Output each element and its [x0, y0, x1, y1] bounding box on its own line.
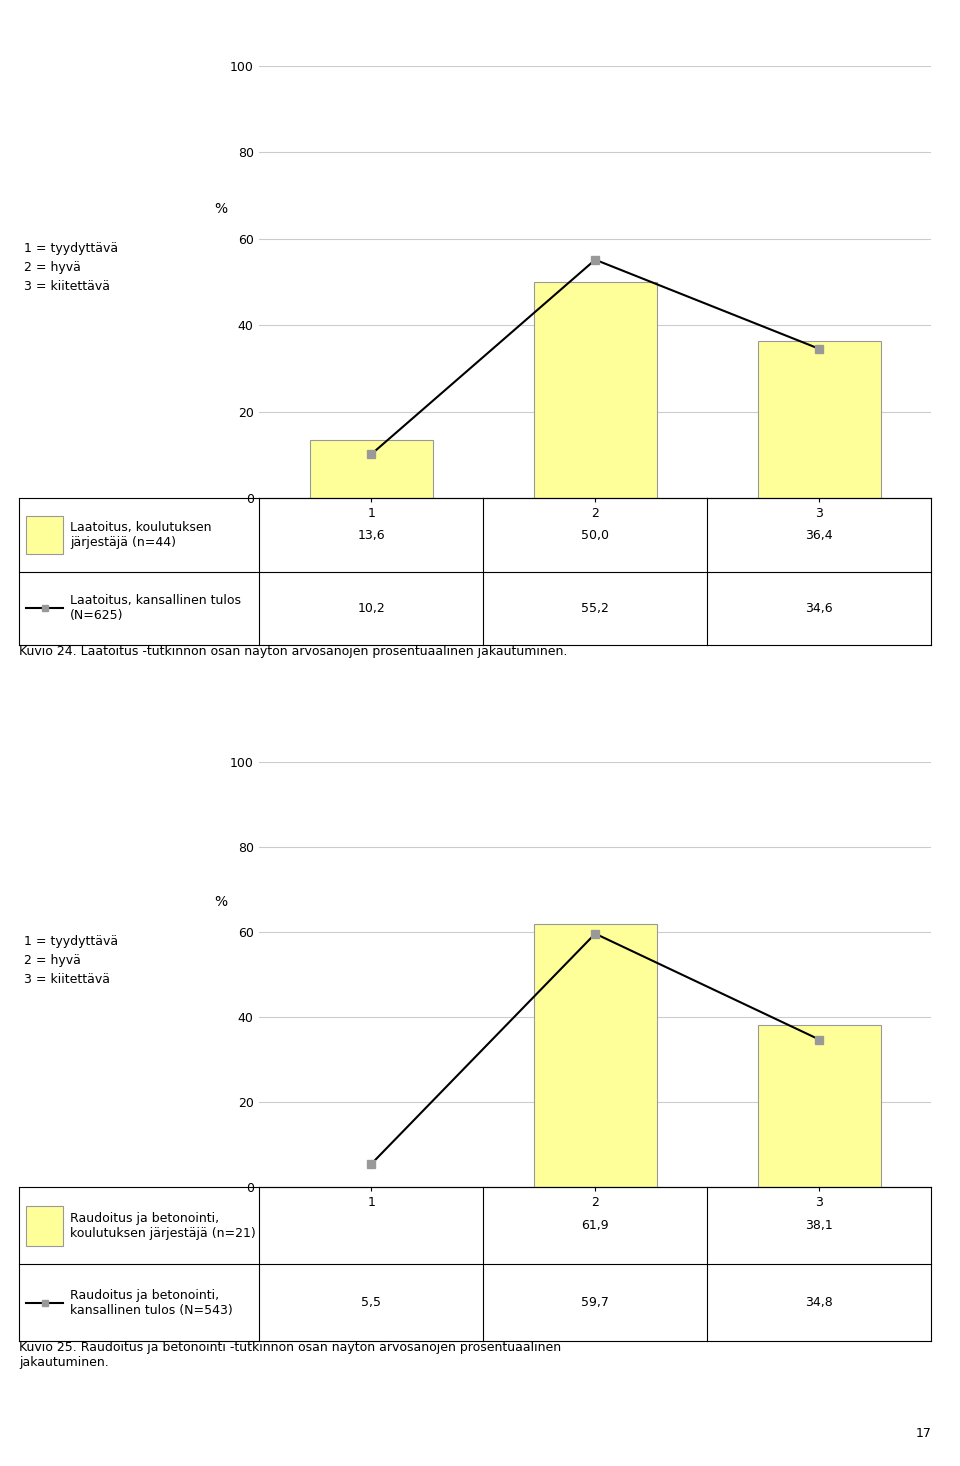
Text: Raudoitus ja betonointi,
kansallinen tulos (N=543): Raudoitus ja betonointi, kansallinen tul…: [70, 1289, 233, 1316]
Text: 17: 17: [915, 1426, 931, 1440]
Text: 10,2: 10,2: [357, 603, 385, 614]
Text: 36,4: 36,4: [805, 529, 833, 541]
Text: Kuvio 24. Laatoitus -tutkinnon osan näytön arvosanojen prosentuaalinen jakautumi: Kuvio 24. Laatoitus -tutkinnon osan näyt…: [19, 645, 567, 658]
Bar: [534, 924, 657, 1187]
Text: 38,1: 38,1: [805, 1220, 833, 1233]
Bar: [757, 1026, 880, 1187]
Text: Laatoitus, koulutuksen
järjestäjä (n=44): Laatoitus, koulutuksen järjestäjä (n=44): [70, 520, 212, 550]
Text: 1 = tyydyttävä
2 = hyvä
3 = kiitettävä: 1 = tyydyttävä 2 = hyvä 3 = kiitettävä: [24, 242, 118, 293]
Text: Kuvio 25. Raudoitus ja betonointi -tutkinnon osan näytön arvosanojen prosentuaal: Kuvio 25. Raudoitus ja betonointi -tutki…: [19, 1341, 562, 1369]
Text: 55,2: 55,2: [581, 603, 610, 614]
Bar: [309, 440, 433, 498]
Text: %: %: [214, 894, 228, 909]
Text: Raudoitus ja betonointi,
koulutuksen järjestäjä (n=21): Raudoitus ja betonointi, koulutuksen jär…: [70, 1212, 256, 1240]
Text: Laatoitus, kansallinen tulos
(N=625): Laatoitus, kansallinen tulos (N=625): [70, 594, 241, 623]
Bar: [27, 1207, 63, 1246]
Text: 1 = tyydyttävä
2 = hyvä
3 = kiitettävä: 1 = tyydyttävä 2 = hyvä 3 = kiitettävä: [24, 935, 118, 985]
Bar: [27, 516, 63, 554]
Text: %: %: [214, 202, 228, 216]
Text: 34,8: 34,8: [805, 1296, 833, 1309]
Text: 34,6: 34,6: [805, 603, 833, 614]
Text: 50,0: 50,0: [581, 529, 610, 541]
Bar: [534, 281, 657, 498]
Text: 61,9: 61,9: [582, 1220, 609, 1233]
Text: 5,5: 5,5: [361, 1296, 381, 1309]
Bar: [757, 342, 880, 498]
Text: 13,6: 13,6: [357, 529, 385, 541]
Text: 59,7: 59,7: [581, 1296, 610, 1309]
